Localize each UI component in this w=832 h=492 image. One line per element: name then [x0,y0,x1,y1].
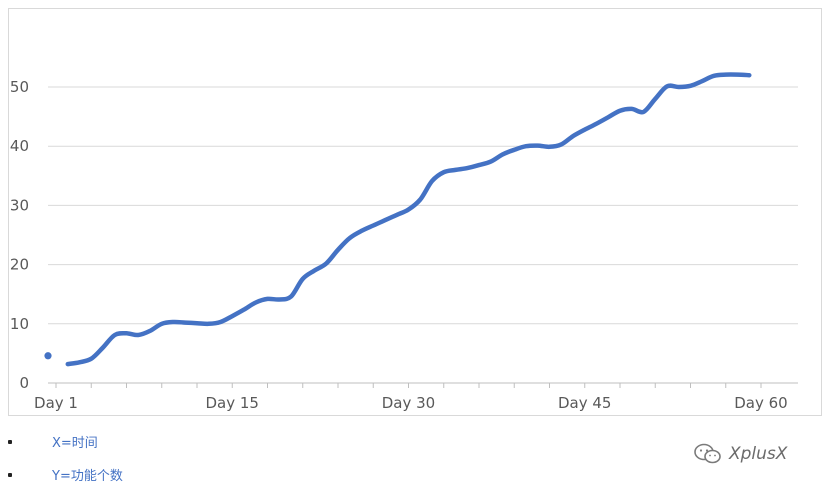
y-tick-label: 50 [10,78,29,96]
x-tick-label: Day 1 [34,394,78,412]
series-line [65,72,752,367]
y-tick-label: 0 [19,374,29,392]
watermark-text: XplusX [729,444,788,464]
chart-area: 0 10 20 30 40 50 Day 1 Day 15 Day 30 Day 45 Day 60 [8,8,822,416]
bullet-icon [8,440,12,444]
x-tick-label: Day 45 [558,394,611,412]
watermark: XplusX [693,440,787,468]
note-x-axis: X=时间 [52,436,98,451]
y-tick-label: 20 [10,256,29,274]
wechat-icon [694,443,721,464]
y-tick-label: 10 [10,315,29,333]
y-tick-label: 30 [10,196,29,214]
x-tick-label: Day 60 [734,394,787,412]
bullet-icon [8,473,12,477]
note-y-axis: Y=功能个数 [52,469,123,484]
data-point-marker [44,352,52,360]
x-tick-label: Day 15 [206,394,259,412]
y-tick-label: 40 [10,137,29,155]
line-chart: 0 10 20 30 40 50 Day 1 Day 15 Day 30 Day 45 Day 60 [10,72,798,412]
x-tick-label: Day 30 [382,394,435,412]
